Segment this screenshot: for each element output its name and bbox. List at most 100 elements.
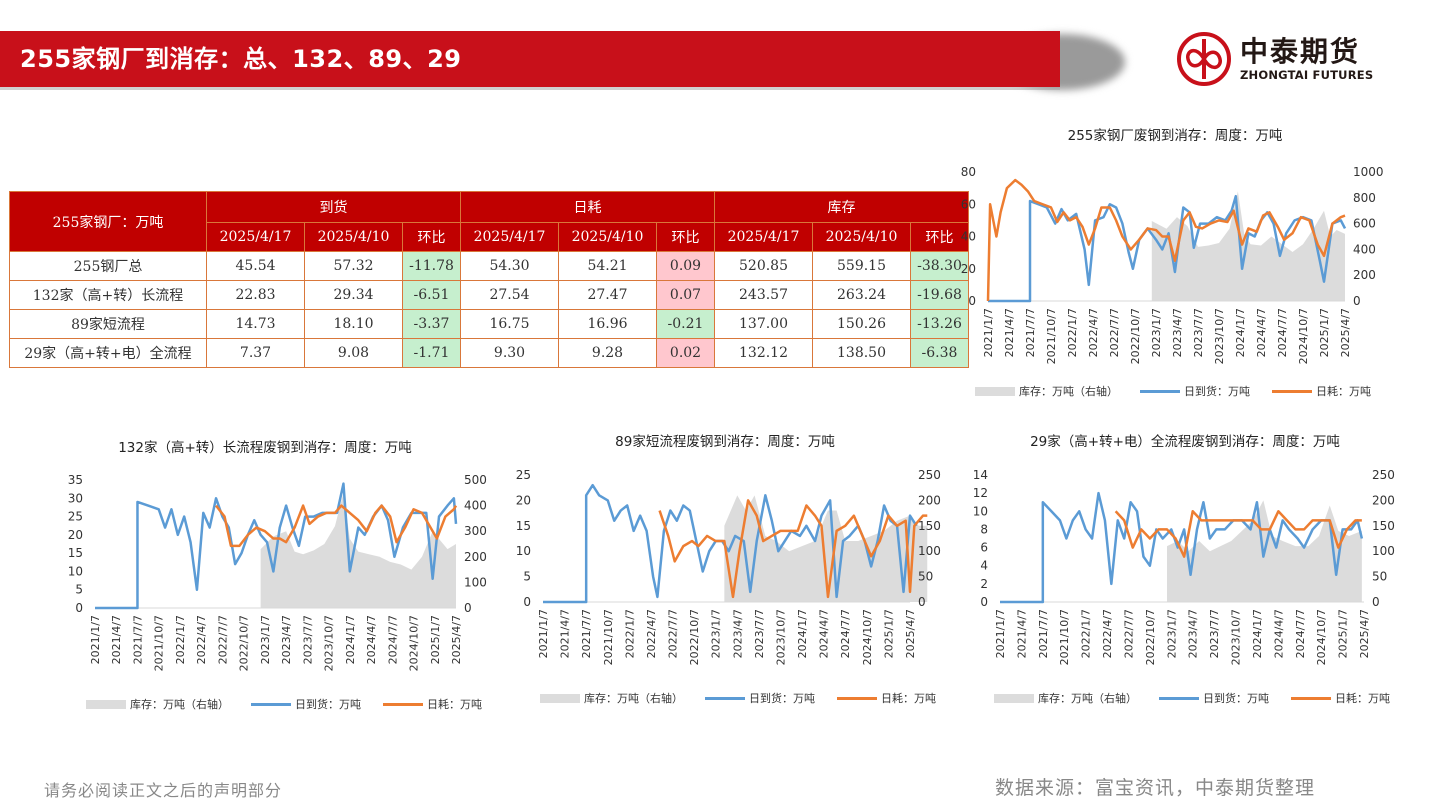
svg-text:15: 15 [68, 546, 83, 560]
summary-table: 255家钢厂：万吨 到货 日耗 库存 2025/4/17 2025/4/10 环… [9, 191, 969, 368]
value-cell: 132.12 [714, 338, 813, 368]
value-cell: 18.10 [304, 309, 403, 339]
value-cell: 45.54 [206, 251, 305, 281]
chart-title: 89家短流程废钢到消存：周度：万吨 [615, 434, 835, 450]
svg-text:400: 400 [464, 499, 487, 513]
table-row: 255钢厂总 45.54 57.32 -11.78 54.30 54.21 0.09 520.… [9, 251, 969, 281]
svg-text:10: 10 [516, 544, 531, 558]
legend-swatch-consumption [837, 696, 877, 700]
change-cell: -11.78 [402, 251, 461, 281]
svg-text:2021/7/7: 2021/7/7 [1037, 609, 1050, 658]
svg-text:2024/4/7: 2024/4/7 [1255, 308, 1268, 357]
svg-text:2023/1/7: 2023/1/7 [1165, 609, 1178, 658]
svg-text:2025/1/7: 2025/1/7 [1337, 609, 1350, 658]
col-header: 2025/4/17 [206, 222, 305, 252]
legend-swatch-consumption [383, 702, 423, 706]
svg-text:40: 40 [961, 230, 976, 244]
consumption-line [658, 499, 928, 599]
change-cell: -1.71 [402, 338, 461, 368]
col-header: 环比 [910, 222, 969, 252]
row-label: 132家（高+转）长流程 [9, 280, 207, 310]
chart-legend: 库存：万吨（右轴） 日到货：万吨 日耗：万吨 [540, 690, 936, 706]
change-cell: -6.51 [402, 280, 461, 310]
arrival-line [1000, 491, 1364, 604]
svg-text:2023/4/7: 2023/4/7 [1171, 308, 1184, 357]
svg-text:2024/10/7: 2024/10/7 [1315, 609, 1328, 665]
svg-text:2023/7/7: 2023/7/7 [753, 609, 766, 658]
svg-text:600: 600 [1353, 217, 1376, 231]
svg-text:2022/4/7: 2022/4/7 [1101, 609, 1114, 658]
chart-long-process-132: 132家（高+转）长流程废钢到消存：周度：万吨 0 5 10 15 20 25 30 35 0 1… [40, 430, 490, 720]
value-cell: 54.21 [558, 251, 657, 281]
svg-text:250: 250 [918, 468, 941, 482]
svg-text:2023/1/7: 2023/1/7 [1150, 308, 1163, 357]
table-row: 89家短流程 14.73 18.10 -3.37 16.75 16.96 -0.21 137.… [9, 309, 969, 339]
value-cell: 16.75 [460, 309, 559, 339]
col-header: 2025/4/10 [558, 222, 657, 252]
svg-text:0: 0 [464, 601, 472, 615]
legend-label-stock: 库存：万吨（右轴） [1038, 692, 1137, 705]
svg-text:200: 200 [464, 550, 487, 564]
svg-text:2023/4/7: 2023/4/7 [731, 609, 744, 658]
svg-text:2023/10/7: 2023/10/7 [774, 609, 787, 665]
svg-text:2022/4/7: 2022/4/7 [645, 609, 658, 658]
value-cell: 559.15 [812, 251, 911, 281]
logo-text-cn: 中泰期货 [1240, 35, 1361, 68]
svg-text:4: 4 [980, 559, 988, 573]
row-label: 89家短流程 [9, 309, 207, 339]
svg-text:0: 0 [918, 595, 926, 609]
chart-plot: 0 2 4 6 8 10 12 14 0 50 100 150 200 250 2021/1/7 2021/4… [973, 468, 1395, 665]
svg-text:2021/10/7: 2021/10/7 [1058, 609, 1071, 665]
svg-text:2023/7/7: 2023/7/7 [1192, 308, 1205, 357]
value-cell: 16.96 [558, 309, 657, 339]
svg-text:25: 25 [68, 510, 83, 524]
svg-text:2023/10/7: 2023/10/7 [1230, 609, 1243, 665]
value-cell: 9.28 [558, 338, 657, 368]
svg-text:2025/4/7: 2025/4/7 [1358, 609, 1371, 658]
svg-text:2023/1/7: 2023/1/7 [710, 609, 723, 658]
value-cell: 22.83 [206, 280, 305, 310]
legend-label-consumption: 日耗：万吨 [427, 698, 482, 711]
svg-text:10: 10 [68, 564, 83, 578]
svg-text:20: 20 [516, 493, 531, 507]
value-cell: 263.24 [812, 280, 911, 310]
chart-legend: 库存：万吨（右轴） 日到货：万吨 日耗：万吨 [975, 383, 1371, 399]
col-header: 2025/4/17 [460, 222, 559, 252]
disclaimer-text: 请务必阅读正文之后的声明部分 [44, 781, 283, 800]
svg-text:2: 2 [980, 577, 988, 591]
svg-text:2025/1/7: 2025/1/7 [429, 615, 442, 664]
value-cell: 27.47 [558, 280, 657, 310]
legend-label-arrival: 日到货：万吨 [749, 692, 815, 705]
svg-text:2023/7/7: 2023/7/7 [1208, 609, 1221, 658]
arrival-line [95, 482, 458, 610]
col-header: 环比 [402, 222, 461, 252]
value-cell: 138.50 [812, 338, 911, 368]
data-source-text: 数据来源：富宝资讯，中泰期货整理 [995, 777, 1316, 799]
svg-text:0: 0 [1372, 595, 1380, 609]
legend-label-arrival: 日到货：万吨 [1203, 692, 1269, 705]
svg-text:150: 150 [1372, 519, 1395, 533]
svg-text:2022/4/7: 2022/4/7 [1087, 308, 1100, 357]
page-title: 255家钢厂到消存：总、132、89、29 [0, 31, 1060, 87]
legend-swatch-stock [975, 386, 1015, 396]
group-header-arrival: 到货 [206, 191, 461, 223]
svg-text:200: 200 [918, 493, 941, 507]
legend-label-consumption: 日耗：万吨 [881, 692, 936, 705]
svg-text:20: 20 [68, 528, 83, 542]
svg-text:100: 100 [1372, 544, 1395, 558]
svg-text:150: 150 [918, 519, 941, 533]
row-label: 29家（高+转+电）全流程 [9, 338, 207, 368]
legend-label-arrival: 日到货：万吨 [1184, 385, 1250, 398]
consumption-line [1114, 510, 1362, 558]
svg-text:2022/7/7: 2022/7/7 [1122, 609, 1135, 658]
svg-text:5: 5 [523, 570, 531, 584]
change-cell: -3.37 [402, 309, 461, 339]
value-cell: 57.32 [304, 251, 403, 281]
svg-text:2024/7/7: 2024/7/7 [386, 615, 399, 664]
group-header-stock: 库存 [714, 191, 969, 223]
svg-text:2024/10/7: 2024/10/7 [408, 615, 421, 671]
svg-text:2022/1/7: 2022/1/7 [1080, 609, 1093, 658]
legend-swatch-consumption [1272, 389, 1312, 393]
change-cell: -6.38 [910, 338, 969, 368]
